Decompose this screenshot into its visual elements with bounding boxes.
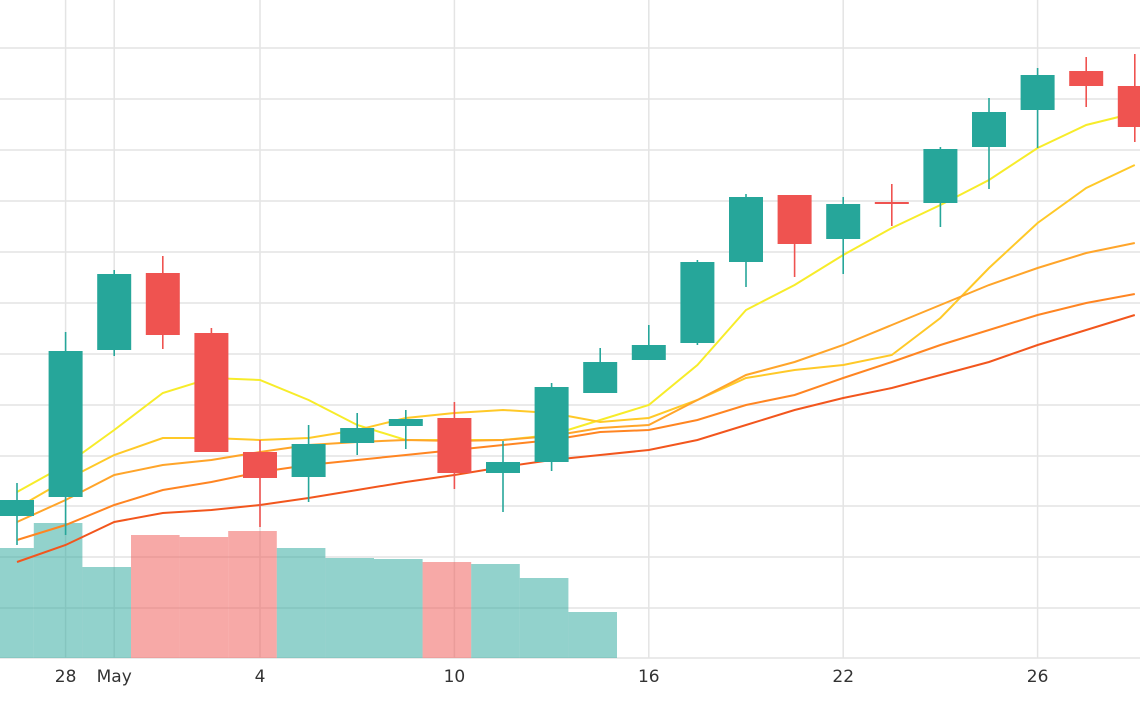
volume-bar (471, 564, 520, 658)
candle-body (777, 195, 812, 244)
x-tick-label: May (97, 667, 132, 687)
candle-body (243, 452, 277, 478)
volume-bar (325, 558, 374, 658)
moving-average-line (16, 293, 1135, 541)
volume-bar (568, 612, 617, 658)
candle-body (534, 387, 569, 462)
volume-bar (131, 535, 180, 658)
candle-body (388, 419, 423, 426)
moving-average-line (16, 242, 1136, 523)
candles (0, 54, 1140, 545)
candle-body (194, 333, 229, 452)
volume-bar (519, 578, 569, 658)
candle-body (291, 444, 326, 477)
candle-body (972, 112, 1006, 147)
candle-body (340, 428, 375, 443)
candle-body (729, 197, 763, 262)
x-axis: 28 May 4 10 16 22 26 (55, 667, 1049, 687)
volume-bar (179, 537, 229, 658)
x-tick-label: 28 (55, 667, 77, 687)
x-tick-label: 22 (832, 667, 854, 687)
volume-bar (0, 548, 34, 658)
x-tick-label: 26 (1027, 667, 1049, 687)
candle-body (826, 204, 861, 239)
candle-body (583, 362, 618, 393)
volume-bar (33, 523, 83, 658)
x-tick-label: 16 (638, 667, 660, 687)
volume-bar (276, 548, 326, 658)
volume-bar (228, 531, 277, 658)
volume-bar (374, 559, 423, 658)
volume (0, 523, 617, 658)
candle-body (680, 262, 715, 343)
volume-bar (82, 567, 131, 658)
moving-averages (16, 112, 1136, 563)
moving-average-line (16, 314, 1136, 563)
candle-body (1069, 71, 1104, 86)
candle-body (48, 351, 83, 497)
candle-body (874, 202, 909, 204)
candle-body (486, 462, 520, 473)
candle-body (1117, 86, 1140, 127)
x-tick-label: 10 (444, 667, 466, 687)
candle-body (1020, 75, 1055, 110)
x-tick-label: 4 (255, 667, 266, 687)
candle-body (923, 149, 958, 203)
candle-body (0, 500, 34, 516)
volume-bar (422, 562, 472, 658)
candle-body (631, 345, 666, 360)
candle-body (437, 418, 472, 473)
candle-body (97, 274, 132, 350)
candle-body (145, 273, 180, 335)
